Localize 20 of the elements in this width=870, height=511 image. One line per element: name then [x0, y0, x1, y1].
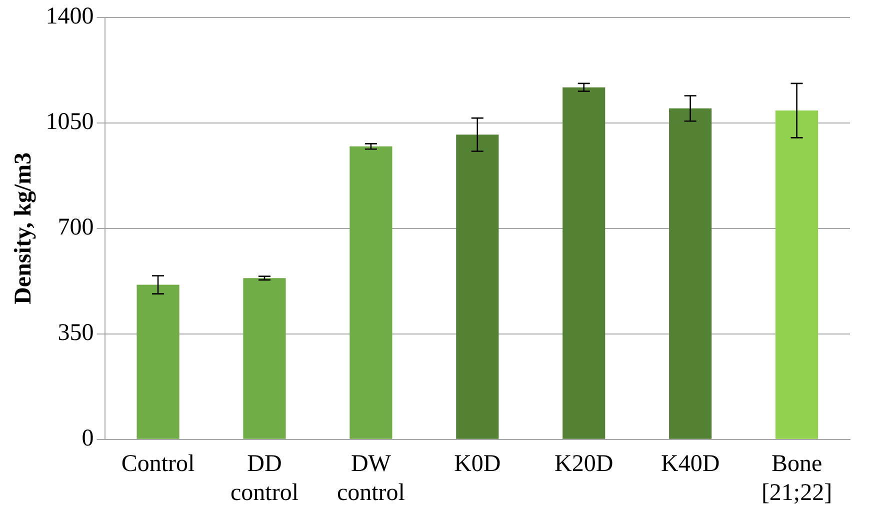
- bar: [669, 108, 712, 439]
- bar: [136, 284, 180, 439]
- bar: [562, 87, 606, 439]
- bar: [243, 278, 286, 439]
- x-tick-label: Control: [121, 451, 196, 478]
- bar: [775, 110, 818, 439]
- bar: [350, 146, 392, 439]
- x-tick-label: K20D: [554, 451, 614, 478]
- y-axis-title: Density, kg/m3: [10, 152, 37, 304]
- x-tick-label: DD control: [230, 451, 299, 506]
- y-tick-label: 1050: [46, 109, 94, 136]
- y-tick-label: 350: [58, 320, 94, 346]
- bar: [456, 134, 499, 439]
- x-tick-label: K40D: [660, 451, 720, 478]
- y-tick-label: 1400: [46, 4, 94, 30]
- x-tick-label: Bone [21;22]: [761, 451, 832, 506]
- y-tick-label: 0: [82, 426, 94, 452]
- x-tick-label: K0D: [454, 451, 501, 478]
- y-tick-label: 700: [58, 214, 94, 241]
- x-tick-label: DW control: [336, 451, 406, 506]
